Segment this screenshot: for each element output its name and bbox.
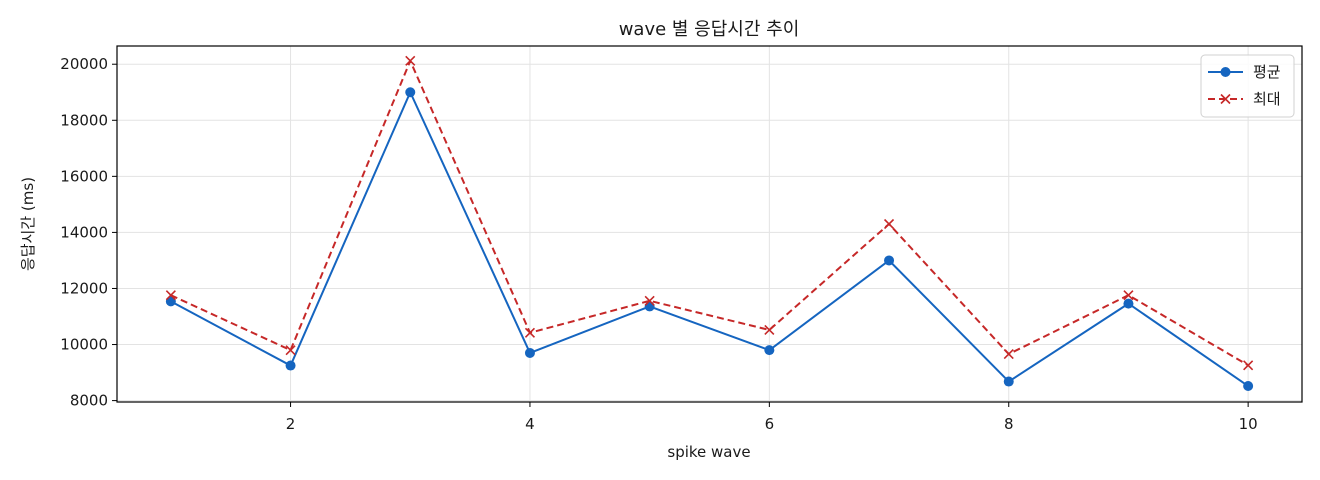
data-point xyxy=(884,255,895,266)
series-line xyxy=(170,91,1249,387)
data-point xyxy=(764,345,775,356)
data-point xyxy=(405,55,416,66)
data-point xyxy=(1123,290,1134,301)
y-tick-label: 10000 xyxy=(60,336,108,354)
data-point xyxy=(524,327,536,338)
grid xyxy=(117,46,1302,402)
data-point xyxy=(1003,376,1014,387)
y-tick-label: 18000 xyxy=(60,111,108,129)
y-tick-label: 20000 xyxy=(60,55,108,73)
series-maximum xyxy=(165,55,1254,371)
legend-label: 평균 xyxy=(1253,63,1281,81)
data-point xyxy=(1243,381,1254,392)
y-axis-ticks: 8000 10000 12000 14000 16000 18000 20000 xyxy=(60,55,117,410)
data-point xyxy=(405,87,416,98)
data-point xyxy=(764,324,775,336)
data-point xyxy=(1243,360,1254,371)
data-point xyxy=(1123,298,1134,309)
chart-title: wave 별 응답시간 추이 xyxy=(619,19,800,40)
y-axis-label: 응답시간 (ms) xyxy=(19,177,37,271)
series-line xyxy=(170,59,1249,367)
legend-entry: 평균 xyxy=(1208,63,1281,81)
x-tick-label: 10 xyxy=(1239,415,1258,433)
data-point xyxy=(1003,349,1014,360)
series-average xyxy=(165,87,1254,392)
data-point xyxy=(165,290,176,301)
data-point xyxy=(524,347,535,358)
legend-label: 최대 xyxy=(1253,90,1281,108)
y-tick-label: 12000 xyxy=(60,279,108,297)
series-layer xyxy=(165,55,1254,392)
data-point xyxy=(165,296,176,307)
legend-entry: 최대 xyxy=(1208,90,1281,108)
y-tick-label: 16000 xyxy=(60,167,108,185)
y-tick-label: 8000 xyxy=(70,392,108,410)
plot-frame xyxy=(116,45,1303,403)
data-point xyxy=(285,345,296,356)
x-axis-ticks: 2 4 6 8 10 xyxy=(286,402,1258,433)
legend-marker xyxy=(1220,93,1231,105)
data-point xyxy=(644,301,655,312)
data-point xyxy=(883,218,895,230)
data-point xyxy=(285,360,296,371)
legend-marker xyxy=(1220,67,1231,77)
data-point xyxy=(644,295,655,306)
x-tick-label: 4 xyxy=(525,415,535,433)
x-tick-label: 2 xyxy=(286,415,296,433)
x-tick-label: 6 xyxy=(765,415,775,433)
y-tick-label: 14000 xyxy=(60,223,108,241)
x-tick-label: 8 xyxy=(1004,415,1014,433)
x-axis-label: spike wave xyxy=(667,443,750,461)
